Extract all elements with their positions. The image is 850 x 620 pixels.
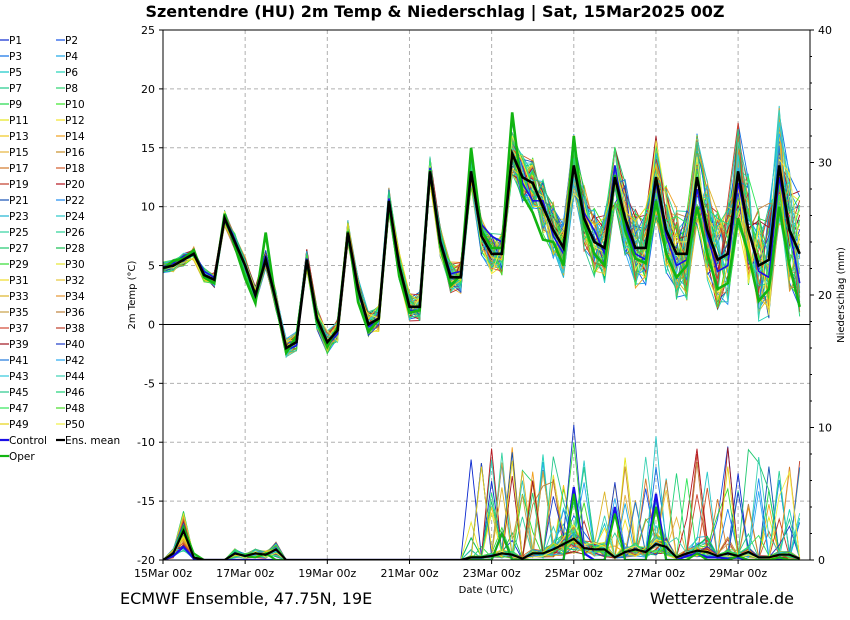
legend-label-p27: P27: [9, 243, 29, 255]
x-axis-label: Date (UTC): [459, 585, 514, 596]
y2-tick-label: 30: [818, 157, 832, 170]
legend-label-p19: P19: [9, 179, 29, 191]
legend: P1 P2 P3 P4 P5 P6 P7 P8 P9 P10 P11 P12 P13 P14 P15 P16 P…: [0, 35, 120, 463]
x-tick-label: 27Mar 00z: [627, 567, 685, 580]
precip-line-oper: [163, 493, 800, 560]
y-tick-label: 5: [148, 260, 155, 273]
legend-label-p2: P2: [65, 35, 78, 47]
legend-label-p12: P12: [65, 115, 85, 127]
legend-label-p32: P32: [65, 275, 85, 287]
legend-label-p11: P11: [9, 115, 29, 127]
legend-label-p35: P35: [9, 307, 29, 319]
legend-label-p20: P20: [65, 179, 85, 191]
legend-label-p33: P33: [9, 291, 29, 303]
chart-title: Szentendre (HU) 2m Temp & Niederschlag |…: [145, 2, 724, 22]
legend-label-p45: P45: [9, 387, 29, 399]
legend-label-p34: P34: [65, 291, 85, 303]
legend-label-p37: P37: [9, 323, 29, 335]
y-tick-label: 25: [141, 24, 155, 37]
legend-label-p49: P49: [9, 419, 29, 431]
axes: 15Mar 00z 17Mar 00z 19Mar 00z 21Mar 00z 23Ma…: [134, 24, 832, 580]
legend-label-p17: P17: [9, 163, 29, 175]
footer-model-info: ECMWF Ensemble, 47.75N, 19E: [120, 589, 372, 608]
y-tick-label: 10: [141, 201, 155, 214]
plot-area: [163, 105, 810, 560]
y-tick-label: 15: [141, 142, 155, 155]
legend-label-p7: P7: [9, 83, 22, 95]
legend-label-p25: P25: [9, 227, 29, 239]
footer-source: Wetterzentrale.de: [650, 589, 794, 608]
y-tick-label: -5: [144, 377, 155, 390]
legend-label-p8: P8: [65, 83, 78, 95]
legend-label-p47: P47: [9, 403, 29, 415]
legend-label-p22: P22: [65, 195, 85, 207]
x-tick-label: 25Mar 00z: [545, 567, 603, 580]
x-tick-label: 19Mar 00z: [298, 567, 356, 580]
legend-label-p26: P26: [65, 227, 85, 239]
y-axis-label: 2m Temp (°C): [127, 260, 138, 329]
y-tick-label: -10: [137, 436, 155, 449]
legend-label-p13: P13: [9, 131, 29, 143]
precip-line-control: [163, 486, 800, 560]
legend-label-p14: P14: [65, 131, 85, 143]
legend-label-p4: P4: [65, 51, 78, 63]
legend-label-p1: P1: [9, 35, 22, 47]
legend-label-p24: P24: [65, 211, 85, 223]
legend-label-p28: P28: [65, 243, 85, 255]
precip-line-mean: [163, 528, 801, 560]
y-tick-label: -20: [137, 554, 155, 567]
legend-label-p23: P23: [9, 211, 29, 223]
legend-label-p38: P38: [65, 323, 85, 335]
temp-line-mean: [163, 148, 801, 351]
legend-label-p9: P9: [9, 99, 22, 111]
x-tick-label: 21Mar 00z: [380, 567, 438, 580]
y-tick-label: -15: [137, 495, 155, 508]
legend-label-p44: P44: [65, 371, 85, 383]
x-tick-label: 29Mar 00z: [709, 567, 767, 580]
x-tick-label: 17Mar 00z: [216, 567, 274, 580]
x-tick-label: 15Mar 00z: [134, 567, 192, 580]
y-tick-label: 0: [148, 318, 155, 331]
legend-label-p30: P30: [65, 259, 85, 271]
legend-label-p18: P18: [65, 163, 85, 175]
legend-label-p50: P50: [65, 419, 85, 431]
y-tick-label: 20: [141, 83, 155, 96]
legend-label-p6: P6: [65, 67, 78, 79]
y2-tick-label: 20: [818, 289, 832, 302]
x-tick-label: 23Mar 00z: [463, 567, 521, 580]
legend-label-p31: P31: [9, 275, 29, 287]
legend-label-p41: P41: [9, 355, 29, 367]
legend-label-p42: P42: [65, 355, 85, 367]
legend-label-p16: P16: [65, 147, 85, 159]
legend-label-control: Control: [9, 435, 47, 447]
legend-label-p5: P5: [9, 67, 22, 79]
legend-label-p29: P29: [9, 259, 29, 271]
legend-label-p46: P46: [65, 387, 85, 399]
legend-label-oper: Oper: [9, 451, 35, 463]
y2-tick-label: 0: [818, 554, 825, 567]
y2-tick-label: 10: [818, 422, 832, 435]
legend-label-p39: P39: [9, 339, 29, 351]
legend-label-p48: P48: [65, 403, 85, 415]
legend-label-p43: P43: [9, 371, 29, 383]
legend-label-p40: P40: [65, 339, 85, 351]
legend-label-p3: P3: [9, 51, 22, 63]
legend-label-p15: P15: [9, 147, 29, 159]
legend-label-p21: P21: [9, 195, 29, 207]
legend-label-p10: P10: [65, 99, 85, 111]
y2-axis-label: Niederschlag (mm): [836, 247, 847, 343]
legend-label-ens-mean: Ens. mean: [65, 435, 120, 447]
legend-label-p36: P36: [65, 307, 85, 319]
y2-tick-label: 40: [818, 24, 832, 37]
